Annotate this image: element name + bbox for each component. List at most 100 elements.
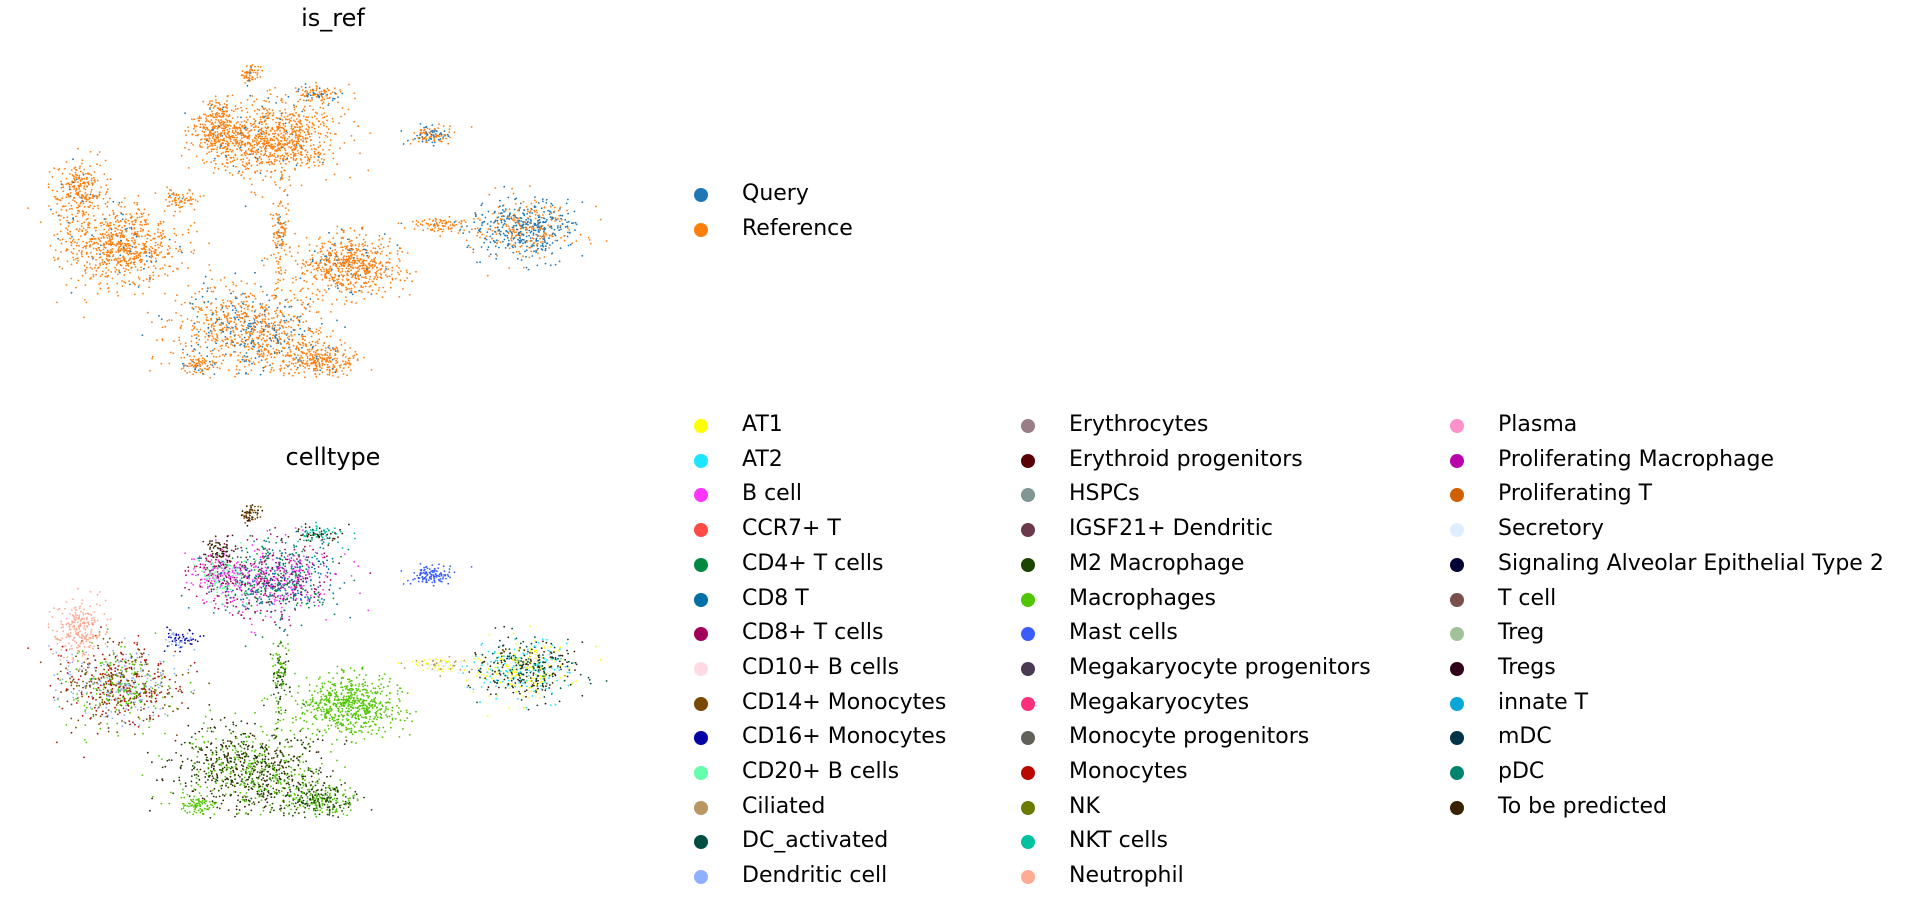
scatter-point — [203, 358, 206, 360]
scatter-point — [276, 95, 279, 98]
scatter-point — [241, 70, 244, 73]
scatter-point — [302, 144, 305, 147]
scatter-point — [350, 291, 353, 294]
scatter-point — [262, 330, 265, 333]
scatter-point — [129, 244, 132, 247]
scatter-point — [342, 283, 344, 285]
scatter-point — [346, 248, 349, 251]
scatter-point — [144, 249, 147, 251]
scatter-point — [215, 148, 218, 151]
scatter-point — [294, 135, 297, 137]
scatter-point — [327, 346, 330, 349]
scatter-point — [441, 222, 444, 225]
scatter-point — [129, 272, 131, 274]
scatter-point — [290, 305, 292, 308]
scatter-point — [288, 175, 291, 178]
scatter-point — [212, 290, 215, 293]
scatter-point — [529, 239, 532, 242]
scatter-point — [288, 118, 291, 120]
scatter-point — [248, 325, 251, 328]
scatter-point — [301, 338, 304, 341]
scatter-point — [534, 199, 536, 202]
scatter-point — [61, 267, 64, 270]
scatter-point — [447, 142, 450, 145]
scatter-point — [312, 123, 314, 126]
scatter-point — [268, 322, 270, 325]
scatter-point — [245, 352, 248, 354]
scatter-point — [193, 327, 195, 330]
scatter-point — [361, 265, 364, 267]
scatter-point — [237, 121, 239, 123]
scatter-point — [506, 217, 508, 220]
scatter-point — [211, 330, 213, 333]
scatter-point — [441, 230, 444, 233]
scatter-point — [260, 285, 262, 288]
scatter-point — [289, 113, 292, 116]
scatter-point — [267, 142, 269, 145]
scatter-point — [261, 112, 264, 115]
scatter-point — [184, 112, 187, 115]
scatter-point — [348, 259, 351, 262]
scatter-point — [250, 328, 253, 331]
scatter-point — [215, 118, 217, 121]
scatter-point — [128, 258, 131, 261]
scatter-point — [226, 318, 229, 320]
scatter-point — [254, 170, 256, 173]
scatter-point — [243, 307, 246, 310]
scatter-point — [197, 343, 200, 346]
scatter-point — [75, 286, 77, 289]
scatter-point — [306, 156, 309, 158]
scatter-point — [262, 307, 264, 310]
scatter-point — [208, 264, 211, 266]
scatter-point — [515, 203, 517, 205]
scatter-point — [161, 326, 164, 329]
scatter-point — [587, 236, 590, 239]
scatter-point — [525, 205, 528, 208]
scatter-point — [204, 124, 207, 126]
scatter-point — [367, 272, 370, 274]
scatter-point — [567, 212, 569, 215]
scatter-point — [331, 249, 334, 252]
scatter-point — [295, 368, 298, 371]
scatter-point — [210, 352, 213, 355]
scatter-point — [428, 218, 431, 221]
scatter-point — [249, 122, 252, 125]
scatter-point — [268, 164, 271, 166]
scatter-point — [268, 89, 271, 91]
scatter-point — [260, 359, 263, 362]
scatter-point — [294, 259, 297, 262]
scatter-point — [114, 227, 117, 230]
scatter-point — [103, 253, 105, 256]
scatter-point — [238, 142, 241, 144]
scatter-point — [224, 169, 227, 172]
scatter-point — [370, 265, 372, 268]
scatter-point — [265, 304, 268, 307]
scatter-point — [300, 299, 303, 302]
scatter-point — [112, 212, 115, 214]
scatter-point — [117, 203, 120, 206]
scatter-point — [210, 144, 213, 146]
scatter-point — [136, 269, 139, 271]
scatter-point — [78, 174, 81, 177]
scatter-point — [237, 145, 240, 147]
scatter-point — [241, 358, 244, 361]
scatter-point — [254, 151, 257, 153]
scatter-point — [204, 313, 207, 316]
scatter-point — [421, 132, 423, 135]
scatter-point — [299, 164, 302, 167]
scatter-point — [336, 357, 338, 360]
scatter-point — [184, 370, 187, 372]
scatter-point — [225, 285, 227, 288]
scatter-point — [306, 119, 309, 121]
scatter-point — [197, 331, 200, 333]
scatter-point — [254, 357, 257, 360]
scatter-point — [292, 344, 295, 347]
scatter-point — [388, 262, 391, 264]
scatter-point — [260, 158, 263, 160]
scatter-point — [192, 373, 195, 376]
scatter-point — [259, 116, 262, 119]
scatter-point — [213, 325, 215, 328]
scatter-point — [527, 210, 529, 213]
scatter-point — [363, 269, 365, 272]
scatter-point — [195, 298, 197, 301]
